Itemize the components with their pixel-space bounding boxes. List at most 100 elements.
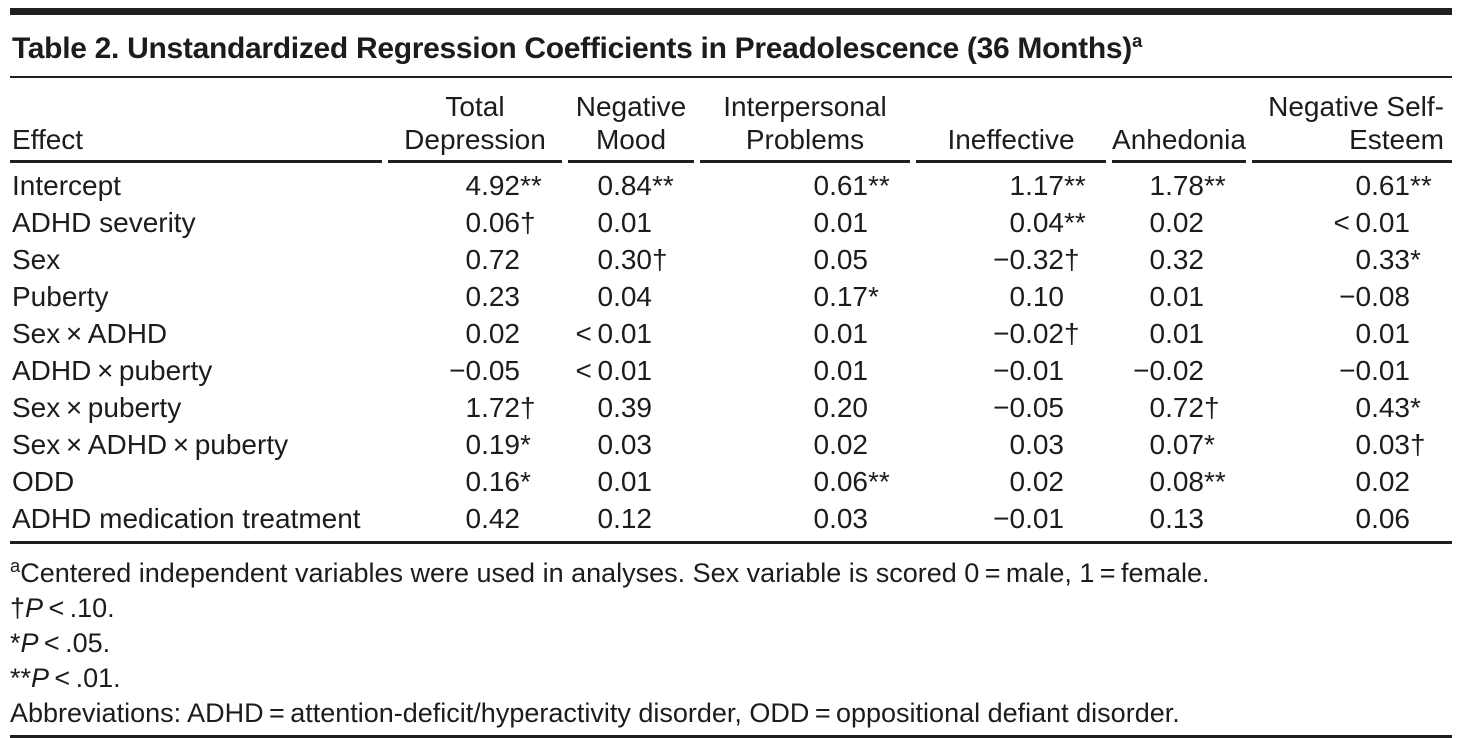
coefficient-value: 0.03: [1355, 429, 1411, 460]
coefficient-value: 0.04: [1009, 207, 1065, 238]
footnote-rule: [10, 541, 1452, 544]
coefficient-value: 0.03: [597, 429, 653, 460]
coefficient-value: −0.32: [993, 244, 1064, 275]
footnote-text: Centered independent variables were used…: [20, 558, 1210, 588]
table-title-footnote-mark: a: [1131, 30, 1143, 51]
table-body: Intercept 4.92** 0.84** 0.61** 1.17** 1.78** 0…: [10, 163, 1452, 541]
table-row: Sex 0.72 0.30† 0.05 −0.32† 0.32 0.33*: [10, 241, 1452, 278]
coefficient-value: 1.72: [465, 392, 521, 423]
coefficient-value: 0.03: [1009, 429, 1065, 460]
cell-value: < 0.01: [568, 352, 694, 389]
cell-value: 0.72: [388, 241, 562, 278]
cell-value: −0.01: [916, 500, 1106, 541]
coefficient-value: 0.61: [813, 170, 869, 201]
cell-value: 0.61**: [1252, 163, 1452, 204]
footnote: *P < .05.: [10, 626, 1450, 661]
cell-value: 0.03: [916, 426, 1106, 463]
cell-value: 0.20: [700, 389, 910, 426]
footnote-mark: a: [10, 555, 21, 576]
footnotes: aCentered independent variables were use…: [10, 544, 1452, 735]
coefficient-value: < 0.01: [575, 318, 652, 349]
significance-marker: *: [520, 466, 531, 497]
cell-value: < 0.01: [1252, 204, 1452, 241]
cell-value: 0.02: [388, 315, 562, 352]
footnote: **P < .01.: [10, 661, 1450, 696]
coefficient-value: 0.72: [1149, 392, 1205, 423]
footnote-text: †: [10, 593, 26, 623]
cell-value: 1.17**: [916, 163, 1106, 204]
row-label: ODD: [12, 466, 75, 497]
coefficient-value: 0.01: [1149, 281, 1205, 312]
coefficient-value: 0.17: [813, 281, 869, 312]
coefficient-value: −0.05: [449, 355, 520, 386]
coefficient-value: 0.13: [1149, 503, 1205, 534]
row-label: Puberty: [12, 281, 109, 312]
cell-value: < 0.01: [568, 315, 694, 352]
significance-marker: **: [1410, 170, 1432, 201]
column-header: Negative Mood: [568, 78, 694, 163]
cell-value: 0.33*: [1252, 241, 1452, 278]
regression-table: Effect Total Depression Negative Mood Inter…: [4, 78, 1458, 541]
significance-marker: *: [1410, 244, 1421, 275]
row-label: Sex × ADHD: [12, 318, 168, 349]
coefficient-value: 0.10: [1009, 281, 1065, 312]
row-label: Sex × puberty: [12, 392, 182, 423]
table-title-text: Table 2. Unstandardized Regression Coeff…: [12, 32, 1132, 65]
cell-value: 0.72†: [1112, 389, 1246, 426]
cell-value: 0.01: [1112, 315, 1246, 352]
coefficient-value: −0.01: [993, 355, 1064, 386]
cell-value: −0.08: [1252, 278, 1452, 315]
coefficient-value: 0.02: [465, 318, 521, 349]
cell-value: 0.19*: [388, 426, 562, 463]
coefficient-value: 0.08: [1149, 466, 1205, 497]
table-row: Sex × ADHD × puberty 0.19* 0.03 0.02 0.03 0.0…: [10, 426, 1452, 463]
significance-marker: †: [520, 392, 536, 423]
significance-marker: **: [1204, 170, 1226, 201]
table-title: Table 2. Unstandardized Regression Coeff…: [12, 23, 1452, 67]
footnote: †P < .10.: [10, 591, 1450, 626]
coefficient-value: 0.19: [465, 429, 521, 460]
cell-value: 1.78**: [1112, 163, 1246, 204]
cell-value: 0.06**: [700, 463, 910, 500]
significance-marker: **: [868, 466, 890, 497]
significance-marker: **: [652, 170, 674, 201]
coefficient-value: 4.92: [465, 170, 521, 201]
cell-value: 0.01: [700, 352, 910, 389]
coefficient-value: 0.02: [813, 429, 869, 460]
cell-value: 0.17*: [700, 278, 910, 315]
coefficient-value: 0.02: [1355, 466, 1411, 497]
coefficient-value: −0.01: [993, 503, 1064, 534]
cell-value: 0.03: [700, 500, 910, 541]
column-header: Negative Self-Esteem: [1252, 78, 1452, 163]
footnote-text: < .05.: [38, 628, 111, 658]
footnote-text: Abbreviations: ADHD = attention-deficit/…: [10, 698, 1180, 728]
significance-marker: †: [1410, 429, 1426, 460]
coefficient-value: −0.02: [993, 318, 1064, 349]
coefficient-value: < 0.01: [1333, 207, 1410, 238]
header-row: Effect Total Depression Negative Mood Inter…: [10, 78, 1452, 163]
table-row: Sex × ADHD 0.02 < 0.01 0.01 −0.02† 0.01 0.01: [10, 315, 1452, 352]
cell-value: 0.30†: [568, 241, 694, 278]
coefficient-value: 0.01: [813, 207, 869, 238]
column-header: Anhedonia: [1112, 78, 1246, 163]
coefficient-value: 0.03: [813, 503, 869, 534]
cell-value: 0.06†: [388, 204, 562, 241]
table-row: ADHD severity 0.06† 0.01 0.01 0.04** 0.02 < 0.…: [10, 204, 1452, 241]
coefficient-value: 0.02: [1149, 207, 1205, 238]
significance-marker: **: [1064, 207, 1086, 238]
cell-value: 1.72†: [388, 389, 562, 426]
coefficient-value: 0.01: [597, 466, 653, 497]
table-row: Puberty 0.23 0.04 0.17* 0.10 0.01 −0.08: [10, 278, 1452, 315]
coefficient-value: 0.01: [813, 355, 869, 386]
cell-value: 0.23: [388, 278, 562, 315]
row-label: Intercept: [12, 170, 121, 201]
cell-value: 0.04**: [916, 204, 1106, 241]
cell-value: 0.02: [1252, 463, 1452, 500]
footnote-italic-text: P: [31, 663, 50, 693]
cell-value: 0.61**: [700, 163, 910, 204]
significance-marker: **: [1064, 170, 1086, 201]
significance-marker: †: [1064, 318, 1080, 349]
coefficient-value: 0.02: [1009, 466, 1065, 497]
coefficient-value: 0.20: [813, 392, 869, 423]
footnote-text: < .01.: [49, 663, 121, 693]
